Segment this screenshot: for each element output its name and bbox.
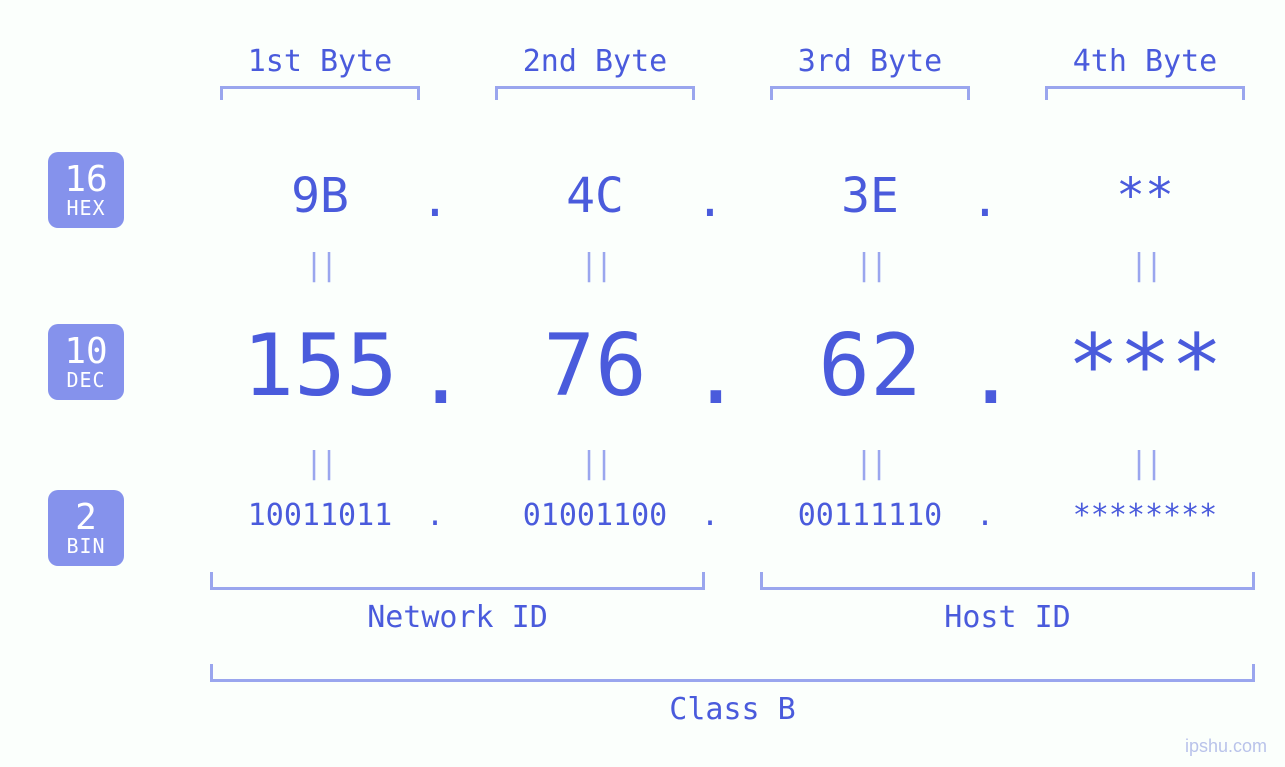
byte-header-1: 1st Byte <box>200 44 440 79</box>
dec-dot-3: . <box>965 324 1005 424</box>
bin-dot-2: . <box>690 498 730 533</box>
badge-dec-lbl: DEC <box>66 370 105 391</box>
dec-byte-1: 155 <box>200 316 440 416</box>
dec-dot-1: . <box>415 324 455 424</box>
dec-dot-2: . <box>690 324 730 424</box>
bin-dot-3: . <box>965 498 1005 533</box>
hex-dot-2: . <box>690 172 730 228</box>
dec-byte-2: 76 <box>475 316 715 416</box>
bin-byte-3: 00111110 <box>750 498 990 533</box>
class-label: Class B <box>210 692 1255 727</box>
network-label: Network ID <box>210 600 705 635</box>
equal-sign: || <box>475 446 715 481</box>
bin-byte-4: ******** <box>1025 498 1265 533</box>
equal-sign: || <box>750 446 990 481</box>
hex-byte-3: 3E <box>750 168 990 224</box>
dec-byte-4: *** <box>1025 316 1265 416</box>
dec-byte-3: 62 <box>750 316 990 416</box>
bin-byte-2: 01001100 <box>475 498 715 533</box>
bin-dot-1: . <box>415 498 455 533</box>
hex-byte-2: 4C <box>475 168 715 224</box>
bin-byte-1: 10011011 <box>200 498 440 533</box>
equal-sign: || <box>1025 446 1265 481</box>
badge-bin-lbl: BIN <box>66 536 105 557</box>
hex-byte-1: 9B <box>200 168 440 224</box>
badge-hex-lbl: HEX <box>66 198 105 219</box>
byte-header-3: 3rd Byte <box>750 44 990 79</box>
watermark: ipshu.com <box>1185 736 1267 757</box>
byte-bracket-3 <box>770 86 970 100</box>
byte-bracket-2 <box>495 86 695 100</box>
badge-dec-num: 10 <box>64 333 107 371</box>
badge-bin-num: 2 <box>75 499 97 537</box>
byte-bracket-1 <box>220 86 420 100</box>
host-label: Host ID <box>760 600 1255 635</box>
equal-sign: || <box>1025 248 1265 283</box>
byte-header-4: 4th Byte <box>1025 44 1265 79</box>
badge-hex-num: 16 <box>64 161 107 199</box>
badge-hex: 16 HEX <box>48 152 124 228</box>
hex-dot-3: . <box>965 172 1005 228</box>
byte-bracket-4 <box>1045 86 1245 100</box>
equal-sign: || <box>200 446 440 481</box>
equal-sign: || <box>475 248 715 283</box>
equal-sign: || <box>750 248 990 283</box>
hex-byte-4: ** <box>1025 168 1265 224</box>
byte-header-2: 2nd Byte <box>475 44 715 79</box>
network-bracket <box>210 572 705 590</box>
equal-sign: || <box>200 248 440 283</box>
badge-bin: 2 BIN <box>48 490 124 566</box>
badge-dec: 10 DEC <box>48 324 124 400</box>
class-bracket <box>210 664 1255 682</box>
host-bracket <box>760 572 1255 590</box>
hex-dot-1: . <box>415 172 455 228</box>
